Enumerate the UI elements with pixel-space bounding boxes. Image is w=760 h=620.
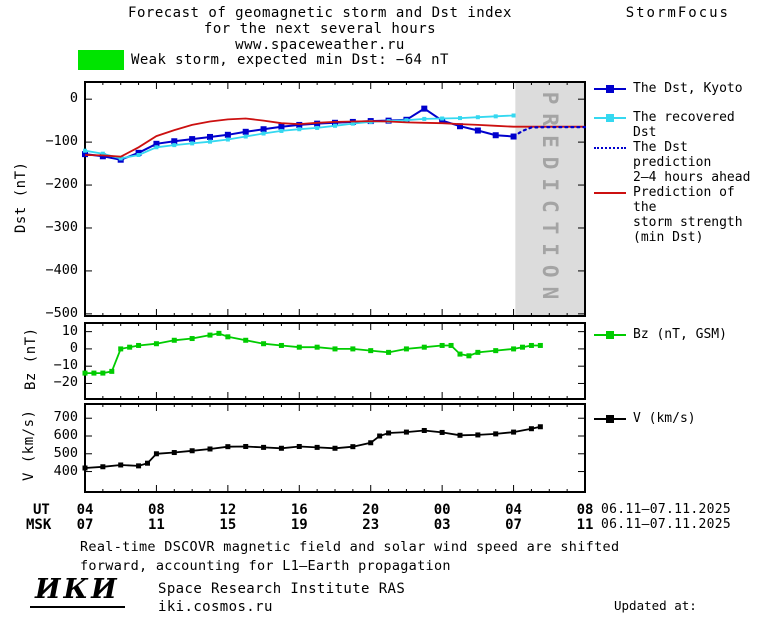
legend-item-bz: Bz (nT, GSM) — [594, 327, 760, 342]
legend-label-dst-prediction: The Dst prediction 2–4 hours ahead — [633, 140, 751, 185]
title-site-url: www.spaceweather.ru — [235, 37, 405, 53]
stormfocus-brand: StormFocus — [625, 5, 730, 21]
dst-axis-label: Dst (nT) — [13, 161, 29, 233]
red-line-icon — [594, 188, 626, 198]
title-line-1: Forecast of geomagnetic storm and Dst in… — [128, 5, 512, 21]
legend-item-dst-prediction: The Dst prediction 2–4 hours ahead — [594, 140, 760, 185]
x-tick-label: 07 — [76, 517, 94, 533]
legend-item-recovered-dst: The recovered Dst — [594, 110, 760, 140]
ut-date-range: 06.11–07.11.2025 — [601, 502, 732, 517]
x-tick-label: 15 — [219, 517, 237, 533]
y-tick-label: 10 — [61, 322, 78, 339]
x-tick-label: 11 — [576, 517, 594, 533]
updated-at-block: Updated at: UT 04:05, 07.11.2025 MSK 07:… — [604, 566, 760, 620]
storm-status-banner: Weak storm, expected min Dst: −64 nT — [78, 50, 449, 70]
y-tick-label: −400 — [45, 261, 78, 278]
legend-item-storm-strength: Prediction of the storm strength (min Ds… — [594, 185, 760, 245]
y-tick-label: −500 — [45, 304, 78, 321]
ut-axis-label: UT — [33, 502, 50, 518]
blue-dotted-line-icon — [594, 143, 626, 153]
iki-logo: ИКИ — [30, 574, 125, 608]
x-tick-label: 12 — [219, 502, 237, 518]
blue-line-square-icon — [594, 84, 626, 94]
footnote-line-2: forward, accounting for L1–Earth propaga… — [80, 558, 451, 574]
x-tick-label: 08 — [147, 502, 165, 518]
legend-label-storm-strength: Prediction of the storm strength (min Ds… — [633, 185, 743, 245]
y-tick-label: −20 — [53, 374, 78, 391]
x-tick-label: 04 — [505, 502, 522, 518]
chart-title: Forecast of geomagnetic storm and Dst in… — [85, 5, 555, 53]
y-tick-label: −300 — [45, 218, 78, 235]
legend-item-dst-kyoto: The Dst, Kyoto — [594, 81, 760, 96]
updated-at-label: Updated at: — [614, 598, 697, 613]
x-tick-label: 20 — [362, 502, 380, 518]
storm-level-swatch — [78, 50, 124, 70]
institute-site-url: iki.cosmos.ru — [158, 599, 273, 615]
y-tick-label: −200 — [45, 176, 78, 193]
y-tick-label: 600 — [53, 427, 78, 443]
y-tick-label: −100 — [45, 133, 78, 150]
x-tick-label: 19 — [290, 517, 308, 533]
x-tick-label: 11 — [147, 517, 165, 533]
green-line-square-icon — [594, 330, 626, 340]
cyan-line-square-icon — [594, 113, 626, 123]
x-tick-label: 16 — [290, 502, 308, 518]
msk-axis-label: MSK — [26, 517, 52, 533]
legend-label-bz: Bz (nT, GSM) — [633, 327, 727, 342]
msk-date-range: 06.11–07.11.2025 — [601, 517, 732, 532]
prediction-band-label: PREDICTION — [538, 91, 562, 309]
legend-label-recovered-dst: The recovered Dst — [633, 110, 735, 140]
storm-status-text: Weak storm, expected min Dst: −64 nT — [131, 52, 449, 68]
x-tick-label: 07 — [505, 517, 522, 533]
footnote-line-1: Real-time DSCOVR magnetic field and sola… — [80, 539, 620, 555]
black-line-square-icon — [594, 414, 626, 424]
footnote: Real-time DSCOVR magnetic field and sola… — [80, 538, 619, 576]
y-tick-label: 0 — [69, 90, 78, 107]
y-tick-label: 0 — [69, 339, 78, 356]
x-tick-label: 08 — [576, 502, 594, 518]
x-tick-label: 00 — [433, 502, 451, 518]
y-tick-label: 400 — [53, 462, 78, 479]
x-tick-label: 03 — [433, 517, 451, 533]
legend-label-dst-kyoto: The Dst, Kyoto — [633, 81, 743, 96]
y-tick-label: −10 — [53, 357, 78, 374]
y-tick-label: 700 — [53, 409, 78, 426]
title-line-2: for the next several hours — [203, 21, 437, 37]
x-tick-label: 23 — [362, 517, 380, 533]
legend-item-v: V (km/s) — [594, 411, 760, 426]
x-tick-label: 04 — [76, 502, 94, 518]
legend-label-v: V (km/s) — [633, 411, 696, 426]
institute-name: Space Research Institute RAS — [158, 581, 406, 597]
y-tick-label: 500 — [53, 444, 78, 461]
